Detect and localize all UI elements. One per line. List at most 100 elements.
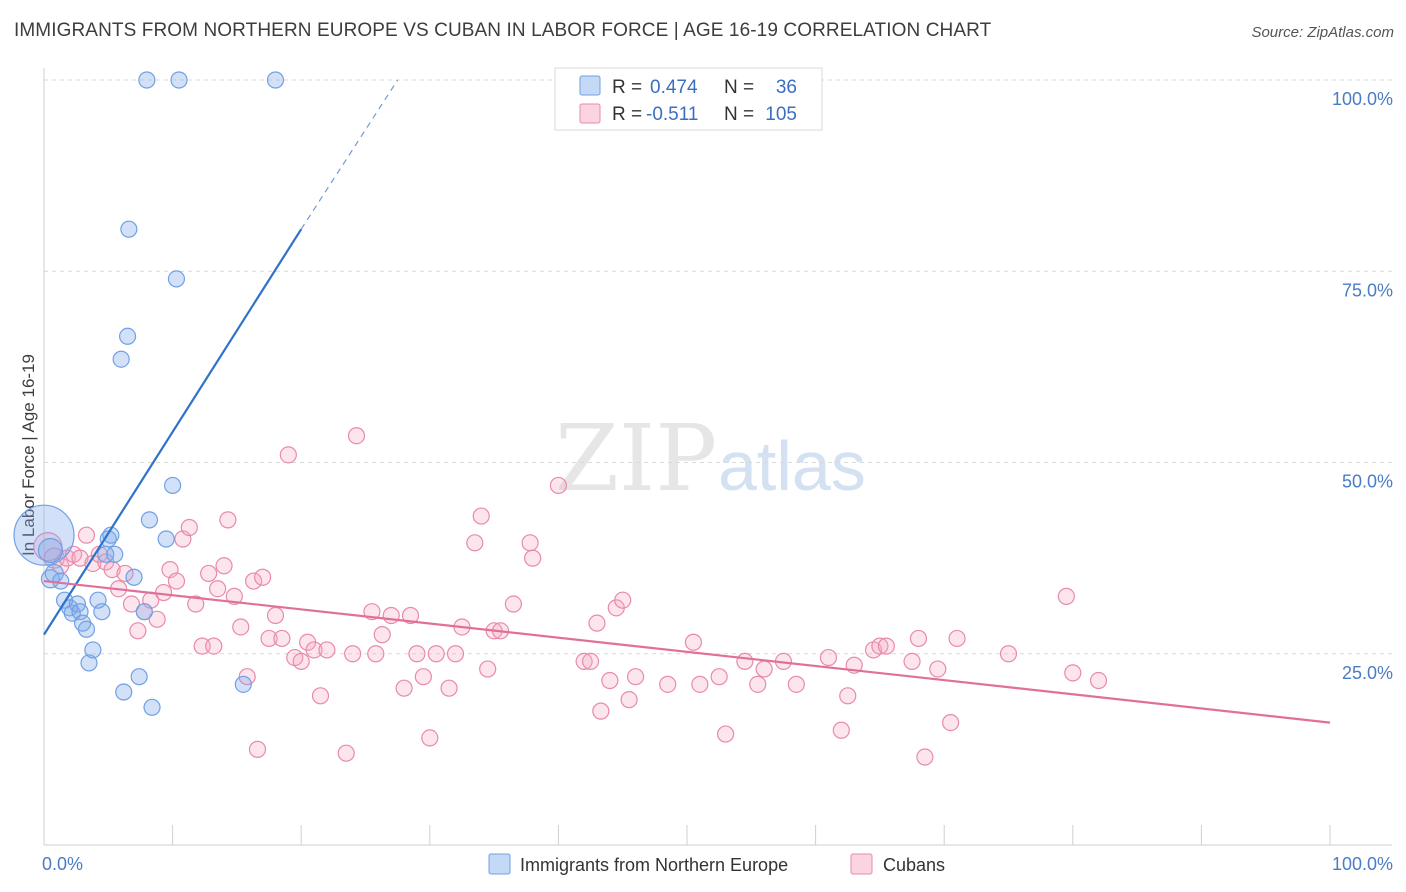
cubans-point [395, 679, 413, 697]
correlation-legend: R = 0.474 N = 36 R = -0.511 N = 105 [554, 67, 823, 131]
cubans-point [1064, 664, 1082, 682]
northern-europe-point [167, 270, 186, 288]
legend-pink-n-label: N = [724, 104, 754, 125]
northern-europe-point [52, 572, 70, 590]
cubans-point [592, 702, 610, 720]
northern-europe-points [13, 71, 285, 716]
cubans-point [71, 549, 89, 567]
cubans-point [77, 526, 96, 544]
cubans-point [446, 645, 465, 663]
cubans-point [279, 446, 297, 464]
cubans-point [305, 641, 323, 659]
northern-europe-point [93, 603, 111, 621]
northern-europe-point [118, 327, 137, 345]
cubans-point [581, 652, 600, 671]
x-tick-label: 0.0% [42, 854, 83, 874]
legend-blue-r-label: R = [612, 77, 642, 98]
legend-pink-r-value: -0.511 [646, 104, 698, 125]
northern-europe-point [80, 654, 98, 672]
cubans-point [273, 629, 291, 648]
x-tick-label: 100.0% [1332, 854, 1393, 874]
northern-europe-point [164, 476, 182, 495]
cubans-point [942, 713, 960, 732]
cubans-point [549, 476, 568, 495]
cubans-point [408, 645, 426, 663]
y-tick-label: 50.0% [1342, 472, 1393, 492]
cubans-point [414, 668, 432, 686]
series-legend-blue-swatch [488, 853, 511, 875]
series-legend-pink-label: Cubans [883, 855, 945, 875]
cubans-point [903, 652, 921, 671]
cubans-point [832, 721, 850, 739]
cubans-point [148, 610, 166, 628]
northern-europe-point [112, 350, 130, 368]
northern-europe-point [37, 537, 64, 564]
x-tick-labels: 0.0% 100.0% [42, 854, 1393, 874]
northern-europe-point [140, 511, 159, 529]
cubans-point [588, 614, 606, 632]
axes [43, 68, 1392, 846]
northern-europe-point [120, 220, 138, 238]
cubans-point [225, 587, 243, 605]
cubans-point [614, 591, 632, 609]
cubans-point [382, 606, 400, 625]
cubans-point [684, 633, 703, 651]
cubans-point [219, 511, 237, 529]
cubans-point [524, 549, 542, 567]
legend-pink-swatch [579, 103, 601, 124]
cubans-point [736, 652, 754, 671]
chart-title: IMMIGRANTS FROM NORTHERN EUROPE VS CUBAN… [14, 20, 992, 41]
northern-europe-point [266, 71, 285, 89]
northern-europe-trend-line [43, 228, 303, 636]
cubans-point [716, 725, 735, 743]
cubans-point [421, 729, 439, 747]
legend-blue-swatch [579, 75, 601, 96]
legend-pink-n-value: 105 [765, 104, 797, 125]
cubans-point [367, 645, 385, 663]
cubans-point [245, 572, 263, 590]
cubans-point [819, 648, 838, 667]
northern-europe-point [13, 504, 75, 566]
cubans-point [999, 645, 1018, 663]
cubans-point [691, 675, 709, 693]
gridlines [44, 79, 1392, 655]
cubans-point [1089, 671, 1108, 690]
cubans-point [521, 534, 539, 552]
trend-lines [43, 79, 1331, 724]
cubans-point [337, 744, 355, 762]
cubans-point [909, 629, 928, 648]
cubans-point [347, 427, 366, 445]
y-tick-label: 100.0% [1332, 89, 1393, 109]
cubans-point [626, 668, 645, 686]
cubans-point [200, 564, 218, 583]
cubans-point [266, 606, 285, 625]
northern-europe-point [115, 683, 133, 701]
legend-blue-n-label: N = [724, 77, 754, 98]
y-tick-label: 75.0% [1342, 280, 1393, 300]
cubans-point [440, 679, 458, 697]
cubans-point [254, 568, 272, 586]
cubans-point [401, 606, 420, 625]
northern-europe-point [234, 675, 252, 693]
cubans-point [787, 675, 805, 693]
cubans-point [248, 740, 267, 758]
legend-blue-n-value: 36 [776, 77, 797, 98]
northern-europe-point [84, 641, 102, 659]
legend-blue-r-value: 0.474 [650, 77, 698, 98]
cubans-point [232, 618, 250, 636]
cubans-point [504, 595, 522, 613]
northern-europe-point [125, 568, 143, 586]
cubans-point [167, 572, 186, 590]
cubans-point [116, 564, 134, 583]
cubans-point [1057, 587, 1075, 605]
source-label: Source: ZipAtlas.com [1251, 24, 1394, 41]
cubans-point [180, 518, 198, 537]
cubans-point [187, 595, 205, 613]
watermark-atlas: atlas [718, 427, 866, 505]
northern-europe-point [135, 603, 153, 621]
cubans-point [84, 554, 102, 573]
northern-europe-point [170, 71, 188, 89]
cubans-point [209, 580, 227, 598]
cubans-point [877, 637, 895, 655]
